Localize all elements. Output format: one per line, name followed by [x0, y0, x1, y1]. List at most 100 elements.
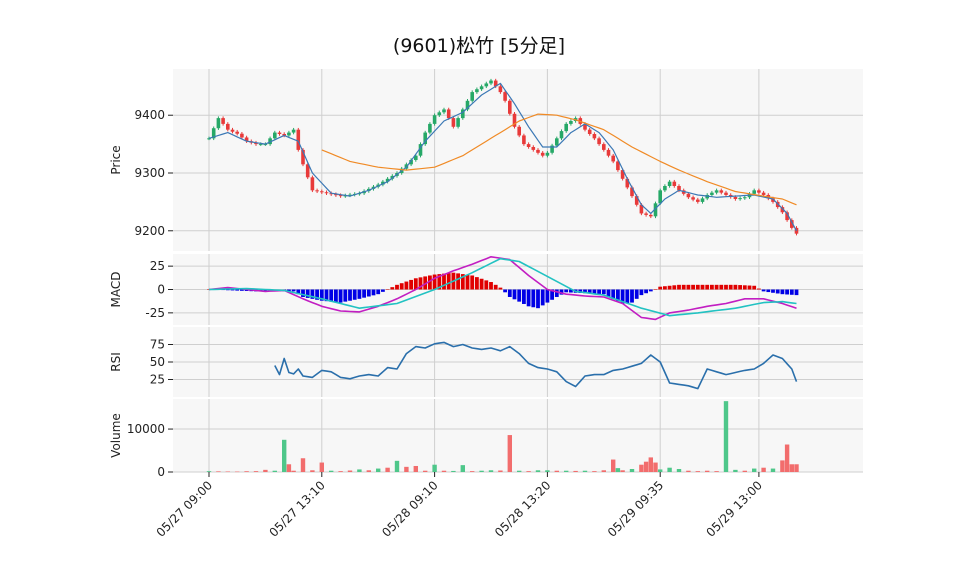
- y-tick-label: 75: [150, 338, 165, 352]
- rsi-line: [274, 341, 798, 390]
- candle-body: [428, 123, 432, 133]
- candle-body: [305, 164, 310, 178]
- candle-body: [592, 134, 597, 139]
- price-panel: [173, 69, 863, 251]
- volume-bar: [601, 470, 606, 472]
- candle-body: [752, 190, 756, 194]
- macd-hist-bar: [625, 289, 630, 304]
- candle-body: [653, 203, 658, 217]
- macd-hist-bar: [752, 285, 757, 290]
- macd-hist-bar: [456, 273, 460, 290]
- macd-hist-bar: [240, 289, 244, 291]
- candle-body: [493, 80, 498, 87]
- macd-hist-bar: [230, 289, 235, 291]
- macd-hist-bar: [597, 289, 601, 294]
- macd-hist-bar: [569, 289, 573, 293]
- macd-hist-bar: [301, 289, 305, 297]
- candle-body: [644, 213, 648, 215]
- macd-hist-bar: [526, 289, 531, 307]
- candle-body: [550, 145, 554, 153]
- macd-hist-bar: [587, 289, 592, 294]
- candle-body: [235, 131, 239, 134]
- macd-hist-bar: [648, 289, 653, 292]
- macd-hist-bar: [263, 289, 268, 292]
- volume-bar: [620, 470, 625, 472]
- candle-body: [479, 86, 484, 90]
- candle-body: [672, 181, 677, 186]
- ma-short-line: [208, 82, 798, 232]
- macd-hist-bar: [601, 289, 606, 295]
- macd-hist-bar: [465, 274, 470, 290]
- volume-bar: [615, 468, 621, 472]
- volume-bar: [643, 461, 649, 472]
- volume-bar: [784, 444, 790, 472]
- macd-hist-bar: [409, 279, 413, 290]
- candle-body: [489, 80, 493, 84]
- candle-body: [244, 137, 249, 142]
- macd-hist-bar: [329, 289, 334, 302]
- macd-hist-bar: [442, 273, 446, 290]
- y-tick-label: 9300: [134, 166, 165, 180]
- y-axis-label: Volume: [109, 413, 123, 458]
- macd-hist-bar: [761, 289, 766, 292]
- volume-bar: [300, 458, 306, 472]
- volume-bar: [517, 470, 522, 472]
- macd-hist-bar: [789, 289, 794, 295]
- macd-hist-bar: [207, 289, 211, 290]
- macd-hist-bar: [771, 289, 775, 293]
- candle-body: [221, 118, 225, 124]
- candle-body: [710, 192, 714, 195]
- candle-body: [381, 181, 385, 185]
- macd-hist-bar: [733, 284, 738, 290]
- macd-hist-bar: [550, 289, 554, 300]
- volume-bar: [653, 462, 658, 472]
- macd-hist-bar: [432, 274, 437, 290]
- x-tick-label: 05/28 09:10: [379, 478, 441, 540]
- macd-hist-bar: [334, 289, 338, 303]
- candle-body: [418, 144, 423, 156]
- candle-body: [691, 197, 695, 200]
- macd-hist-bar: [714, 284, 719, 290]
- y-axis-label: Price: [109, 145, 123, 174]
- volume-bar: [676, 468, 682, 472]
- macd-hist-bar: [390, 287, 395, 290]
- volume-bar: [206, 471, 212, 472]
- y-tick-label: 10000: [127, 422, 165, 436]
- candle-body: [475, 89, 479, 93]
- candle-body: [296, 129, 301, 150]
- macd-hist-bar: [630, 289, 634, 303]
- candle-body: [583, 123, 587, 130]
- volume-bar: [658, 469, 663, 472]
- candle-body: [719, 190, 724, 193]
- x-tick-label: 05/27 13:10: [266, 478, 328, 540]
- macd-hist-bar: [611, 289, 616, 299]
- candle-body: [663, 186, 667, 191]
- macd-hist-bar: [728, 284, 733, 290]
- volume-bar: [338, 471, 343, 472]
- macd-histogram-layer: [207, 272, 799, 309]
- macd-hist-bar: [225, 289, 230, 291]
- candle-body: [315, 190, 319, 192]
- volume-bar: [225, 471, 230, 472]
- candle-body: [738, 198, 742, 200]
- volume-bar: [545, 470, 550, 472]
- candle-body: [451, 118, 456, 127]
- candle-body: [526, 144, 531, 147]
- macd-hist-bar: [507, 289, 512, 297]
- macd-hist-bar: [634, 289, 639, 299]
- macd-hist-bar: [757, 288, 761, 290]
- candle-body: [606, 149, 611, 156]
- candle-body: [277, 132, 282, 134]
- candle-body: [700, 198, 705, 202]
- macd-hist-bar: [700, 284, 705, 290]
- candle-body: [517, 126, 521, 136]
- volume-bar: [441, 470, 447, 472]
- macd-hist-bar: [681, 284, 686, 290]
- volume-bar: [432, 464, 437, 472]
- macd-hist-bar: [775, 289, 780, 294]
- volume-bar: [451, 470, 456, 472]
- macd-hist-bar: [338, 289, 343, 303]
- volume-bar: [752, 468, 757, 472]
- candle-body: [743, 197, 747, 199]
- macd-hist-bar: [672, 285, 677, 290]
